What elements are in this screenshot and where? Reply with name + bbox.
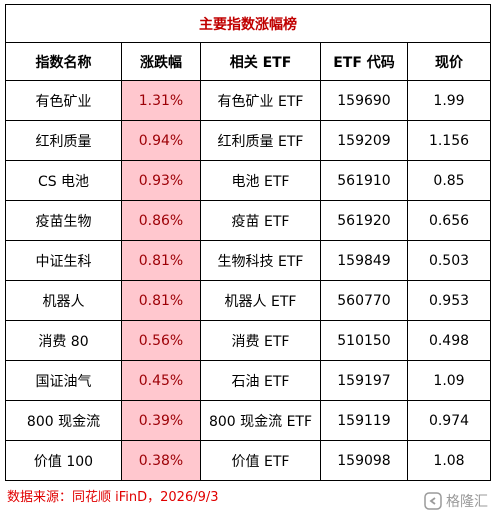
table-row: 疫苗生物 0.86% 疫苗 ETF 561920 0.656 — [5, 200, 492, 241]
column-header: 指数名称 — [5, 42, 122, 81]
table-cell: 800 现金流 — [5, 400, 122, 441]
table-cell: CS 电池 — [5, 160, 122, 201]
change-cell: 0.86% — [121, 200, 201, 241]
table-cell: 1.99 — [406, 80, 492, 121]
table-cell: 159119 — [320, 400, 408, 441]
change-cell: 0.81% — [121, 240, 201, 281]
change-cell: 0.56% — [121, 320, 201, 361]
table-cell: 红利质量 ETF — [200, 120, 321, 161]
table-cell: 800 现金流 ETF — [200, 400, 321, 441]
table-cell: 红利质量 — [5, 120, 122, 161]
table-row: CS 电池 0.93% 电池 ETF 561910 0.85 — [5, 160, 492, 201]
table-cell: 疫苗生物 — [5, 200, 122, 241]
column-header: 现价 — [406, 42, 492, 81]
table-cell: 0.953 — [406, 280, 492, 321]
table-cell: 价值 100 — [5, 440, 122, 481]
change-cell: 0.94% — [121, 120, 201, 161]
change-cell: 1.31% — [121, 80, 201, 121]
index-table: 主要指数涨幅榜 指数名称 涨跌幅 相关 ETF ETF 代码 现价 有色矿业 1.31% 有色… — [4, 4, 492, 481]
table-cell: 石油 ETF — [200, 360, 321, 401]
table-cell: 0.85 — [406, 160, 492, 201]
table-cell: 机器人 — [5, 280, 122, 321]
table-cell: 159197 — [320, 360, 408, 401]
watermark: 格隆汇 — [424, 491, 488, 511]
table-cell: 159849 — [320, 240, 408, 281]
table-cell: 560770 — [320, 280, 408, 321]
table-cell: 消费 80 — [5, 320, 122, 361]
column-header: 相关 ETF — [200, 42, 321, 81]
table-cell: 机器人 ETF — [200, 280, 321, 321]
table-cell: 国证油气 — [5, 360, 122, 401]
table-cell: 0.498 — [406, 320, 492, 361]
column-header: 涨跌幅 — [121, 42, 201, 81]
header-row: 指数名称 涨跌幅 相关 ETF ETF 代码 现价 — [5, 42, 492, 81]
watermark-logo — [424, 492, 442, 510]
table-row: 机器人 0.81% 机器人 ETF 560770 0.953 — [5, 280, 492, 321]
change-cell: 0.38% — [121, 440, 201, 481]
table-cell: 1.09 — [406, 360, 492, 401]
table-cell: 电池 ETF — [200, 160, 321, 201]
table-row: 800 现金流 0.39% 800 现金流 ETF 159119 0.974 — [5, 400, 492, 441]
watermark-text: 格隆汇 — [446, 494, 488, 510]
change-cell: 0.45% — [121, 360, 201, 401]
change-cell: 0.93% — [121, 160, 201, 201]
table-cell: 价值 ETF — [200, 440, 321, 481]
source-note: 数据来源：同花顺 iFinD，2026/9/3 — [7, 490, 219, 505]
table-cell: 561920 — [320, 200, 408, 241]
change-cell: 0.81% — [121, 280, 201, 321]
table-cell: 疫苗 ETF — [200, 200, 321, 241]
table-row: 价值 100 0.38% 价值 ETF 159098 1.08 — [5, 440, 492, 481]
change-cell: 0.39% — [121, 400, 201, 441]
table-cell: 510150 — [320, 320, 408, 361]
table-row: 国证油气 0.45% 石油 ETF 159197 1.09 — [5, 360, 492, 401]
table-cell: 1.08 — [406, 440, 492, 481]
table-cell: 消费 ETF — [200, 320, 321, 361]
table-cell: 中证生科 — [5, 240, 122, 281]
column-header: ETF 代码 — [320, 42, 408, 81]
table-cell: 0.974 — [406, 400, 492, 441]
table-cell: 0.656 — [406, 200, 492, 241]
table-row: 红利质量 0.94% 红利质量 ETF 159209 1.156 — [5, 120, 492, 161]
table-row: 有色矿业 1.31% 有色矿业 ETF 159690 1.99 — [5, 80, 492, 121]
table-cell: 生物科技 ETF — [200, 240, 321, 281]
table-title: 主要指数涨幅榜 — [4, 4, 492, 43]
table-cell: 有色矿业 — [5, 80, 122, 121]
table-cell: 有色矿业 ETF — [200, 80, 321, 121]
table-cell: 159209 — [320, 120, 408, 161]
table-cell: 1.156 — [406, 120, 492, 161]
table-cell: 159690 — [320, 80, 408, 121]
table-cell: 0.503 — [406, 240, 492, 281]
table-cell: 561910 — [320, 160, 408, 201]
table-row: 中证生科 0.81% 生物科技 ETF 159849 0.503 — [5, 240, 492, 281]
table-row: 消费 80 0.56% 消费 ETF 510150 0.498 — [5, 320, 492, 361]
table-cell: 159098 — [320, 440, 408, 481]
